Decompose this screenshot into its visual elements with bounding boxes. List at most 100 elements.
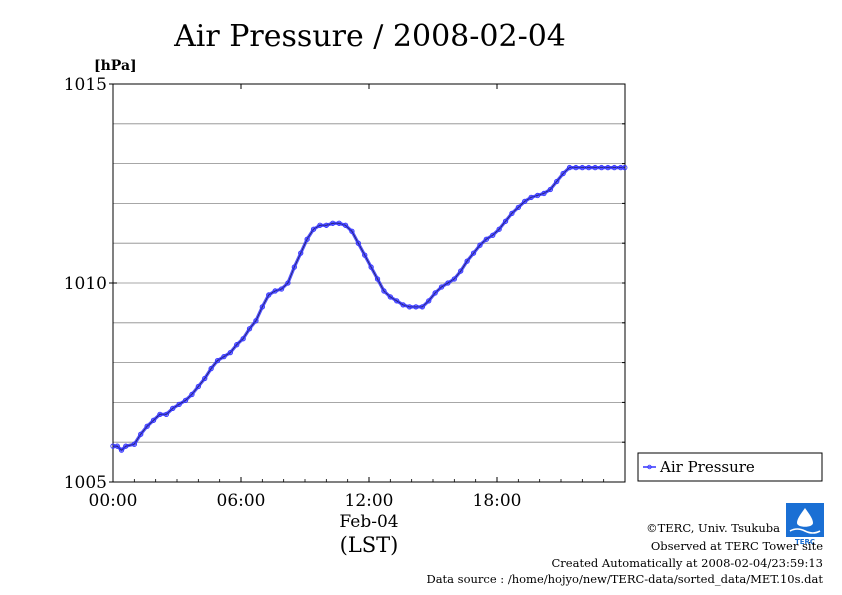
- legend: Air Pressure: [637, 452, 823, 482]
- data-point: [342, 222, 349, 228]
- data-point: [622, 164, 628, 171]
- series-layer: [110, 164, 628, 453]
- data-point: [150, 417, 157, 423]
- data-point: [547, 186, 553, 193]
- data-point: [611, 164, 617, 171]
- data-point: [182, 397, 189, 404]
- terc-logo-text: TERC: [795, 538, 815, 546]
- y-tick-label: 1005: [64, 473, 107, 493]
- x-tick-label: 12:00: [345, 491, 394, 511]
- data-point: [208, 365, 214, 372]
- data-point: [227, 349, 233, 356]
- data-point: [131, 441, 137, 447]
- data-point: [458, 268, 464, 274]
- data-point: [515, 204, 521, 211]
- data-point: [374, 276, 381, 282]
- credit-created: Created Automatically at 2008-02-04/23:5…: [552, 556, 824, 570]
- data-point: [438, 284, 445, 290]
- data-point: [573, 164, 579, 171]
- data-point: [406, 304, 413, 310]
- data-point: [490, 232, 496, 238]
- data-point: [349, 228, 355, 234]
- data-point: [368, 264, 374, 270]
- data-point: [234, 342, 240, 348]
- legend-box: [637, 452, 823, 482]
- credit-observed: Observed at TERC Tower site: [651, 539, 823, 553]
- data-point: [419, 304, 425, 310]
- credit-source: Data source : /home/hojyo/new/TERC-data/…: [426, 572, 823, 586]
- x-tick-label: 00:00: [89, 491, 138, 511]
- data-point: [157, 411, 163, 417]
- data-point: [240, 336, 246, 342]
- data-point: [464, 258, 470, 264]
- data-point: [272, 288, 278, 294]
- data-point: [477, 242, 483, 248]
- data-point: [323, 222, 329, 228]
- data-point: [509, 210, 515, 217]
- axis-ticks: 1005 1010 1015 00:00 06:00 12:00 18:00: [64, 75, 625, 511]
- data-point: [579, 164, 585, 171]
- credit-copyright: ©TERC, Univ. Tsukuba: [646, 521, 780, 535]
- data-point: [413, 304, 419, 310]
- x-axis-date-label: Feb-04: [339, 512, 398, 532]
- y-tick-label: 1015: [64, 75, 107, 95]
- x-tick-label: 06:00: [217, 491, 266, 511]
- data-point: [483, 236, 489, 242]
- data-point: [163, 411, 169, 417]
- data-point: [259, 304, 265, 310]
- data-point: [330, 220, 336, 226]
- data-point: [586, 164, 592, 171]
- data-point: [355, 240, 361, 246]
- data-point: [394, 298, 400, 304]
- data-point: [266, 292, 272, 298]
- data-point: [400, 302, 406, 308]
- data-point: [387, 294, 393, 300]
- data-point: [566, 164, 573, 171]
- data-point: [534, 192, 541, 199]
- data-point: [170, 405, 176, 412]
- data-point: [304, 236, 310, 242]
- data-point: [202, 375, 208, 382]
- data-point: [541, 190, 547, 197]
- data-point: [592, 164, 598, 171]
- chart-title: Air Pressure / 2008-02-04: [173, 19, 566, 54]
- y-tick-label: 1010: [64, 274, 107, 294]
- data-point: [144, 423, 150, 429]
- data-point: [554, 178, 560, 185]
- data-point: [253, 318, 259, 324]
- x-tick-label: 18:00: [473, 491, 522, 511]
- data-point: [189, 391, 195, 398]
- data-point: [214, 357, 221, 364]
- data-point: [291, 264, 297, 270]
- data-point: [246, 326, 253, 332]
- data-point: [123, 443, 129, 449]
- grid-lines: [113, 123, 625, 443]
- data-point: [336, 220, 342, 226]
- data-point: [432, 290, 438, 296]
- data-point: [114, 443, 120, 449]
- data-point: [118, 447, 125, 453]
- data-point: [560, 170, 566, 177]
- data-point: [598, 164, 605, 171]
- data-point: [528, 194, 534, 201]
- data-point: [605, 164, 611, 171]
- terc-logo-icon: TERC: [786, 503, 824, 546]
- x-axis-unit-label: (LST): [340, 533, 399, 557]
- data-point: [470, 250, 477, 256]
- data-point: [278, 286, 285, 292]
- data-point: [522, 198, 528, 205]
- data-point: [221, 353, 227, 360]
- series-line-core: [113, 167, 625, 451]
- y-axis-unit: [hPa]: [94, 58, 137, 74]
- legend-label: Air Pressure: [659, 458, 755, 476]
- data-point: [195, 383, 201, 390]
- data-point: [285, 280, 291, 286]
- data-point: [381, 288, 387, 294]
- data-point: [502, 218, 509, 224]
- data-point: [496, 226, 502, 232]
- series-line: [113, 166, 625, 452]
- data-point: [310, 226, 317, 232]
- data-point: [176, 401, 182, 408]
- data-point: [426, 298, 432, 304]
